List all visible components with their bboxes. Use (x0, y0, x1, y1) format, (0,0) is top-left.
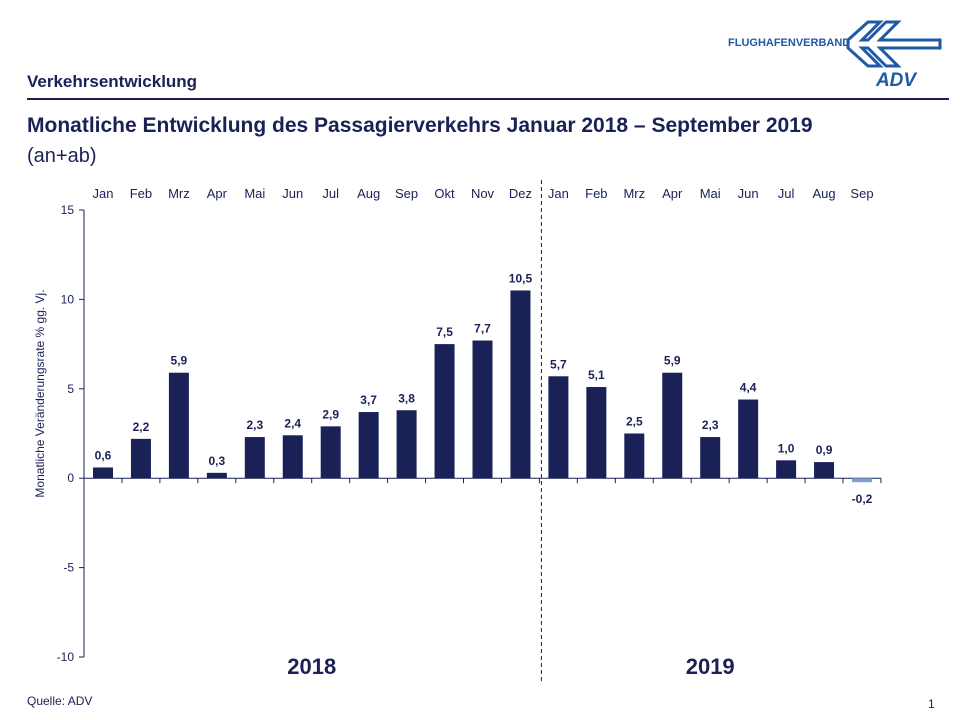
data-label: 0,3 (209, 454, 226, 468)
data-label: 5,9 (664, 354, 681, 368)
category-label: Okt (434, 186, 455, 201)
page-title: Monatliche Entwicklung des Passagierverk… (27, 114, 813, 137)
category-label: Dez (509, 186, 532, 201)
data-label: 2,3 (246, 418, 263, 432)
bar (130, 438, 151, 479)
data-label: 1,0 (778, 441, 795, 455)
bar (662, 372, 683, 479)
bar (814, 462, 835, 479)
bar (738, 399, 759, 479)
data-label: 2,4 (284, 416, 301, 430)
category-label: Aug (357, 186, 380, 201)
bar (510, 290, 531, 479)
header-divider (27, 98, 949, 100)
data-label: 0,9 (816, 443, 833, 457)
bar (282, 435, 303, 479)
data-label: 2,9 (322, 407, 339, 421)
data-label: 7,7 (474, 322, 491, 336)
svg-text:ADV: ADV (875, 70, 917, 91)
logo-text: FLUGHAFENVERBAND (728, 37, 851, 49)
category-label: Jul (778, 186, 795, 201)
category-label: Apr (207, 186, 228, 201)
bar (548, 376, 569, 479)
data-label: 2,5 (626, 415, 643, 429)
category-label: Jan (548, 186, 569, 201)
data-label: 5,1 (588, 368, 605, 382)
y-tick-label: -5 (63, 561, 74, 575)
data-label: 5,9 (171, 354, 188, 368)
data-label: 10,5 (509, 271, 533, 285)
data-label: 3,8 (398, 391, 415, 405)
category-label: Nov (471, 186, 495, 201)
category-label: Mrz (623, 186, 645, 201)
y-tick-label: 5 (67, 382, 74, 396)
y-axis-label: Monatliche Veränderungsrate % gg. Vj. (33, 289, 47, 497)
category-label: Mai (244, 186, 265, 201)
data-label: 0,6 (95, 448, 112, 462)
bar (434, 344, 455, 479)
y-tick-label: -10 (57, 650, 75, 664)
data-label: 3,7 (360, 393, 377, 407)
category-label: Jan (93, 186, 114, 201)
data-label: 2,2 (133, 420, 150, 434)
bar (320, 426, 341, 479)
data-label: -0,2 (852, 492, 873, 506)
y-tick-label: 0 (67, 471, 74, 485)
bar (700, 437, 721, 479)
year-label: 2019 (686, 654, 735, 679)
category-label: Aug (812, 186, 835, 201)
data-label: 7,5 (436, 325, 453, 339)
section-title: Verkehrsentwicklung (27, 72, 198, 91)
data-label: 5,7 (550, 357, 567, 371)
bar (472, 340, 493, 479)
category-label: Sep (850, 186, 873, 201)
year-label: 2018 (287, 654, 336, 679)
data-label: 2,3 (702, 418, 719, 432)
category-label: Jun (282, 186, 303, 201)
category-label: Feb (585, 186, 607, 201)
bar (168, 372, 189, 479)
category-label: Feb (130, 186, 152, 201)
y-tick-label: 15 (61, 203, 75, 217)
page-subtitle: (an+ab) (27, 145, 97, 167)
category-label: Apr (662, 186, 683, 201)
category-label: Mai (700, 186, 721, 201)
bar (852, 478, 872, 483)
bar (586, 387, 607, 479)
bar (206, 472, 227, 479)
bar (624, 433, 645, 479)
data-label: 4,4 (740, 381, 757, 395)
category-label: Mrz (168, 186, 190, 201)
category-label: Sep (395, 186, 418, 201)
category-label: Jul (322, 186, 339, 201)
category-label: Jun (738, 186, 759, 201)
bar (244, 437, 265, 479)
bar (776, 460, 797, 479)
page-number: 1 (928, 697, 935, 711)
bar (358, 412, 379, 479)
bar (396, 410, 417, 479)
source-note: Quelle: ADV (27, 694, 93, 708)
y-tick-label: 10 (61, 292, 75, 306)
bar (93, 467, 113, 479)
